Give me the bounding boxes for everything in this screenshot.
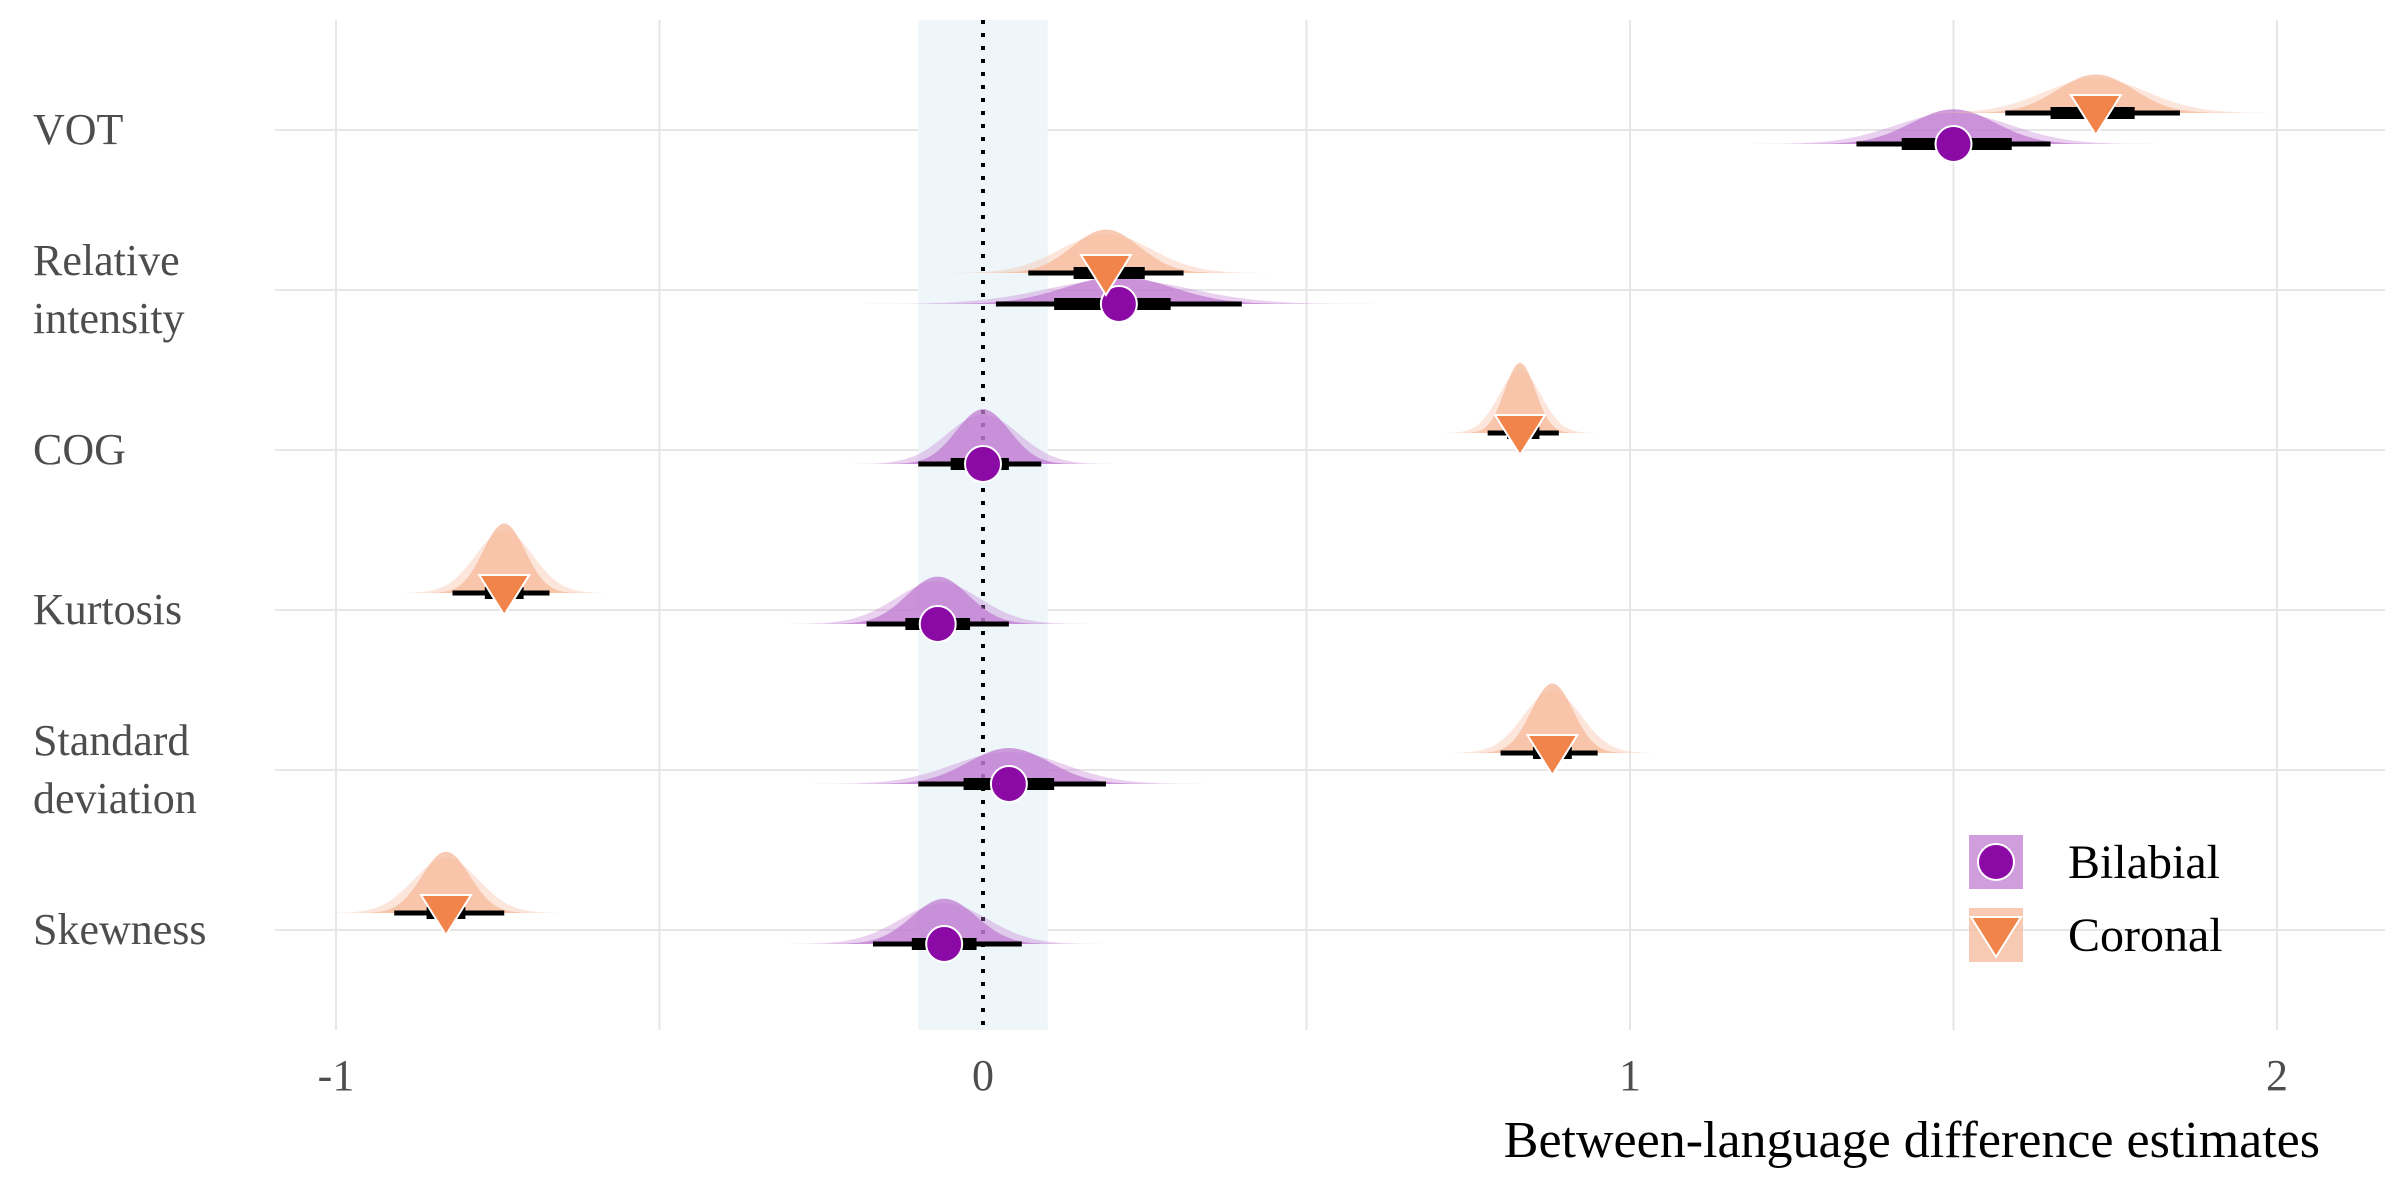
coronal-density [360, 851, 532, 913]
bilabial-point [918, 605, 957, 643]
coronal-legend-label: Coronal [2068, 909, 2223, 962]
coronal-point [1493, 414, 1547, 457]
bilabial-density [828, 898, 1061, 944]
y-tick-labels: VOT Relative intensity COG Kurtosis Standard d… [33, 105, 207, 954]
y-tick-label-line: VOT [33, 105, 124, 154]
y-tick-label-line: deviation [33, 774, 197, 823]
grid [275, 20, 2385, 1030]
coronal-point [477, 574, 532, 617]
bilabial-point [925, 925, 964, 963]
y-tick-label-line: Standard [33, 716, 189, 765]
bilabial-density [887, 409, 1079, 464]
x-tick-label: 1 [1619, 1051, 1641, 1100]
y-tick-label-line: Skewness [33, 905, 207, 954]
bilabial-density [826, 576, 1049, 624]
density-layer [329, 74, 2281, 944]
y-tick-label-line: intensity [33, 294, 185, 343]
coronal-density [1476, 683, 1629, 753]
y-tick-label-line: Relative [33, 236, 180, 285]
y-tick-label: Standard deviation [33, 716, 197, 823]
coronal-density [1959, 74, 2233, 113]
bilabial-point [1099, 285, 1138, 323]
y-tick-label-line: Kurtosis [33, 585, 182, 634]
coronal-point [1079, 254, 1133, 297]
y-tick-label: VOT [33, 105, 124, 154]
y-tick-label-line: COG [33, 425, 126, 474]
legend: Bilabial Coronal [1969, 835, 2223, 962]
x-tick-label: 2 [2266, 1051, 2288, 1100]
interval-layer [394, 107, 2180, 950]
x-tick-label: -1 [318, 1051, 355, 1100]
coronal-point [419, 894, 473, 937]
x-tick-labels: -1 0 1 2 [318, 1051, 2288, 1100]
coronal-density [1464, 363, 1576, 433]
coronal-point [2069, 94, 2123, 137]
y-tick-label: Kurtosis [33, 585, 182, 634]
coronal-density [428, 523, 580, 593]
y-tick-label: Relative intensity [33, 236, 185, 343]
coronal-density [984, 229, 1228, 273]
bilabial-point [989, 765, 1028, 803]
point-layer [419, 94, 2123, 963]
bilabial-point [964, 445, 1002, 483]
coronal-legend-marker [1969, 916, 2023, 959]
x-tick-label: 0 [972, 1051, 994, 1100]
y-tick-label: Skewness [33, 905, 207, 954]
coronal-point [1525, 734, 1580, 777]
bilabial-legend-marker [1977, 843, 2015, 881]
bilabial-legend-label: Bilabial [2068, 836, 2220, 889]
x-axis-title: Between-language difference estimates [1504, 1112, 2320, 1169]
y-tick-label: COG [33, 425, 126, 474]
rope-band [918, 20, 1048, 1030]
bilabial-point [1934, 125, 1973, 163]
